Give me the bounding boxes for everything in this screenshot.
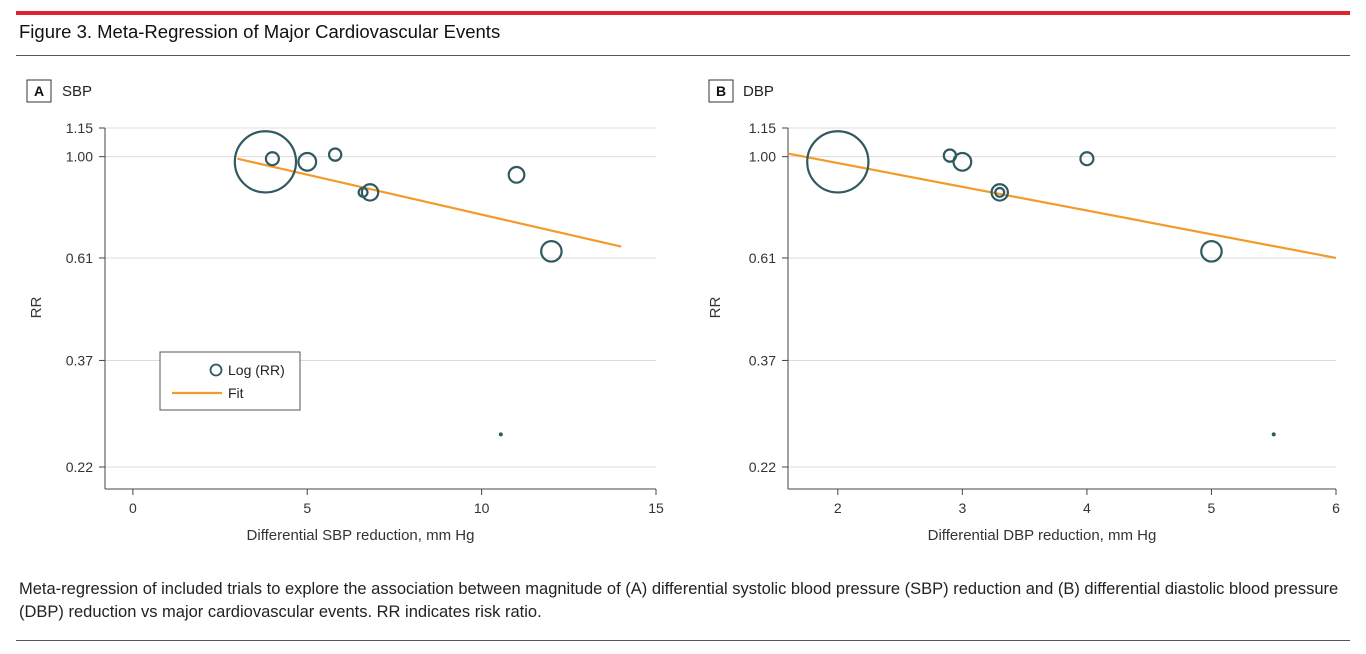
y-tick-label: 0.61 <box>66 250 93 266</box>
figure-title: Figure 3. Meta-Regression of Major Cardi… <box>19 21 501 42</box>
y-tick-label: 1.15 <box>66 120 93 136</box>
data-point <box>498 432 503 437</box>
legend-marker-icon <box>209 363 223 377</box>
x-tick-label: 5 <box>1208 500 1216 516</box>
x-tick-label: 3 <box>958 500 966 516</box>
panel-label-box <box>708 79 734 103</box>
x-tick-label: 2 <box>834 500 842 516</box>
y-axis-label: RR <box>28 297 45 319</box>
y-tick-label: 1.15 <box>749 120 776 136</box>
x-axis-label: Differential DBP reduction, mm Hg <box>928 527 1157 544</box>
y-tick-label: 0.61 <box>749 250 776 266</box>
legend: Log (RR) Fit <box>159 351 301 411</box>
y-tick-label: 1.00 <box>749 149 776 165</box>
meta-regression-charts: A SBP 0.22 0.37 0.61 1.00 1.15 0 5 10 15 Differenti… <box>26 79 1340 544</box>
data-point <box>806 130 870 194</box>
x-tick-label: 10 <box>474 500 490 516</box>
x-tick-label: 6 <box>1332 500 1340 516</box>
fit-line <box>787 152 1337 260</box>
data-point <box>297 151 318 172</box>
data-point <box>233 130 298 194</box>
legend-box <box>159 351 301 411</box>
fit-line <box>237 157 622 248</box>
data-point <box>507 165 526 184</box>
data-point <box>1200 240 1223 263</box>
data-point <box>327 147 343 162</box>
y-axis-label: RR <box>707 297 724 319</box>
x-tick-label: 5 <box>303 500 311 516</box>
data-point <box>990 183 1009 202</box>
data-point <box>1271 432 1276 437</box>
x-axis-label: Differential SBP reduction, mm Hg <box>247 527 475 544</box>
legend-fit-label: Fit <box>228 385 244 401</box>
x-tick-label: 15 <box>648 500 664 516</box>
x-tick-label: 4 <box>1083 500 1091 516</box>
chart-panel-a: A SBP 0.22 0.37 0.61 1.00 1.15 0 5 10 15 Differenti… <box>26 79 664 544</box>
y-tick-label: 0.37 <box>749 352 776 368</box>
y-tick-label: 0.22 <box>66 459 93 475</box>
panel-label: A <box>34 83 44 99</box>
y-tick-label: 1.00 <box>66 149 93 165</box>
data-point <box>994 186 1006 198</box>
data-point <box>264 151 280 167</box>
panel-title: SBP <box>62 83 92 100</box>
figure-caption: Meta-regression of included trials to ex… <box>19 580 1339 621</box>
panel-label: B <box>716 83 726 99</box>
top-accent-rule <box>16 11 1350 15</box>
panel-label-box <box>26 79 52 103</box>
title-divider <box>16 55 1350 56</box>
data-point <box>952 151 973 172</box>
data-point <box>1079 151 1095 167</box>
chart-panel-b: B DBP 0.22 0.37 0.61 1.00 1.15 2 3 4 5 6 Differentia… <box>707 79 1340 544</box>
bottom-divider <box>16 640 1350 641</box>
panel-title: DBP <box>743 83 774 100</box>
data-point <box>360 183 380 202</box>
x-tick-label: 0 <box>129 500 137 516</box>
legend-marker-label: Log (RR) <box>228 362 285 378</box>
y-tick-label: 0.22 <box>749 459 776 475</box>
y-tick-label: 0.37 <box>66 352 93 368</box>
data-point <box>540 240 563 263</box>
